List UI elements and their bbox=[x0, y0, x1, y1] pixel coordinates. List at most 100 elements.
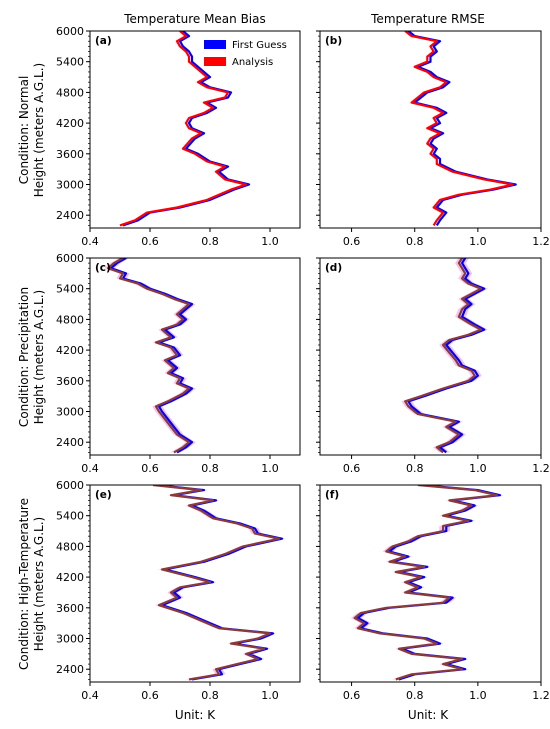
y-tick-label: 4800 bbox=[56, 313, 84, 326]
series-line-first-guess bbox=[109, 258, 194, 454]
x-tick-label: 0.8 bbox=[201, 462, 219, 475]
x-tick-label: 0.8 bbox=[406, 689, 424, 702]
x-tick-label: 1.0 bbox=[469, 689, 487, 702]
plot-area bbox=[350, 485, 504, 681]
x-tick-label: 1.2 bbox=[532, 462, 550, 475]
series-line-analysis bbox=[353, 485, 498, 681]
y-tick-label: 4800 bbox=[56, 86, 84, 99]
row-label-condition: Condition: Normal bbox=[17, 76, 31, 185]
axes-frame bbox=[89, 30, 301, 229]
y-tick-label: 4200 bbox=[56, 571, 84, 584]
series-line-first-guess bbox=[407, 258, 486, 454]
x-tick-label: 0.4 bbox=[81, 462, 99, 475]
panel-f: 0.6 0.8 1.0 1.2 (f) bbox=[316, 484, 550, 702]
legend-label-first-guess: First Guess bbox=[232, 40, 287, 51]
y-tick-label: 6000 bbox=[56, 252, 84, 265]
legend-swatch-analysis bbox=[204, 57, 226, 66]
x-tick-label: 1.0 bbox=[469, 462, 487, 475]
row-label-normal: Condition: Normal Height (meters A.G.L.) bbox=[17, 63, 46, 197]
panel-tag: (a) bbox=[95, 35, 112, 47]
row-label-precipitation: Condition: Precipitation Height (meters … bbox=[17, 287, 46, 427]
panel-b: 0.6 0.8 1.0 1.2 (b) bbox=[316, 30, 550, 248]
series-line-analysis bbox=[119, 31, 248, 227]
x-tick-label: 0.6 bbox=[141, 689, 159, 702]
plot-area bbox=[404, 31, 517, 226]
col-title-mean-bias: Temperature Mean Bias bbox=[123, 12, 266, 26]
xlabel-left: Unit: K bbox=[175, 708, 216, 722]
panel-a: 2400 3000 3600 4200 4800 5400 6000 0.4 0.6 0.8 1.0… bbox=[56, 25, 301, 248]
plot-area bbox=[119, 31, 251, 227]
series-line-analysis bbox=[152, 485, 281, 681]
panel-tag: (b) bbox=[325, 35, 342, 47]
x-tick-label: 0.6 bbox=[343, 462, 361, 475]
x-tick-label: 0.8 bbox=[406, 462, 424, 475]
axes-frame bbox=[89, 484, 301, 683]
x-tick-label: 1.0 bbox=[469, 235, 487, 248]
y-tick-label: 3600 bbox=[56, 375, 84, 388]
x-tick-label: 0.8 bbox=[406, 235, 424, 248]
panel-tag: (f) bbox=[325, 489, 339, 501]
series-line-analysis bbox=[106, 258, 191, 454]
x-tick-label: 0.6 bbox=[343, 689, 361, 702]
y-tick-label: 6000 bbox=[56, 25, 84, 38]
x-tick-label: 1.0 bbox=[261, 462, 279, 475]
y-tick-label: 4200 bbox=[56, 344, 84, 357]
y-tick-label: 5400 bbox=[56, 510, 84, 523]
panel-c: 2400 3000 3600 4200 4800 5400 6000 0.4 0.6 0.8 1.0… bbox=[56, 252, 301, 475]
y-tick-label: 2400 bbox=[56, 663, 84, 676]
series-line-first-guess bbox=[356, 485, 502, 681]
x-tick-label: 1.2 bbox=[532, 235, 550, 248]
x-tick-label: 1.0 bbox=[261, 235, 279, 248]
x-tick-label: 0.8 bbox=[201, 689, 219, 702]
x-tick-label: 0.4 bbox=[81, 235, 99, 248]
panel-d: 0.6 0.8 1.0 1.2 (d) bbox=[316, 257, 550, 475]
series-line-first-guess bbox=[407, 31, 517, 226]
panel-tag: (e) bbox=[95, 489, 112, 501]
row-label-height: Height (meters A.G.L.) bbox=[32, 290, 46, 424]
legend: First Guess Analysis bbox=[204, 40, 287, 68]
y-tick-label: 2400 bbox=[56, 209, 84, 222]
panels: 2400 3000 3600 4200 4800 5400 6000 0.4 0.6 0.8 1.0… bbox=[56, 25, 550, 702]
spread-band bbox=[350, 485, 504, 680]
col-title-rmse: Temperature RMSE bbox=[370, 12, 485, 26]
x-tick-label: 0.6 bbox=[343, 235, 361, 248]
y-tick-label: 4200 bbox=[56, 117, 84, 130]
axes-frame bbox=[319, 257, 542, 456]
y-tick-label: 3000 bbox=[56, 633, 84, 646]
plot-area bbox=[149, 485, 286, 681]
y-tick-label: 2400 bbox=[56, 436, 84, 449]
series-line-analysis bbox=[404, 31, 514, 226]
series-line-analysis bbox=[404, 258, 483, 454]
y-tick-label: 3600 bbox=[56, 148, 84, 161]
x-tick-label: 0.8 bbox=[201, 235, 219, 248]
panel-e: 2400 3000 3600 4200 4800 5400 6000 0.4 0.6 0.8 1.0… bbox=[56, 479, 301, 702]
row-label-high-temperature: Condition: High-Temperature Height (mete… bbox=[17, 498, 46, 670]
y-tick-label: 3000 bbox=[56, 179, 84, 192]
plot-area bbox=[104, 258, 196, 454]
row-label-condition: Condition: High-Temperature bbox=[17, 498, 31, 670]
x-tick-label: 0.4 bbox=[81, 689, 99, 702]
y-tick-label: 3000 bbox=[56, 406, 84, 419]
xlabel-right: Unit: K bbox=[408, 708, 449, 722]
axes-frame bbox=[89, 257, 301, 456]
y-tick-label: 4800 bbox=[56, 540, 84, 553]
x-tick-label: 1.0 bbox=[261, 689, 279, 702]
y-tick-label: 6000 bbox=[56, 479, 84, 492]
spread-band bbox=[149, 485, 286, 680]
y-tick-label: 5400 bbox=[56, 56, 84, 69]
series-line-first-guess bbox=[122, 31, 251, 227]
x-tick-label: 0.6 bbox=[141, 235, 159, 248]
row-label-height: Height (meters A.G.L.) bbox=[32, 63, 46, 197]
legend-label-analysis: Analysis bbox=[232, 57, 273, 68]
y-tick-label: 3600 bbox=[56, 602, 84, 615]
axes-frame bbox=[319, 30, 542, 229]
panel-tag: (d) bbox=[325, 262, 342, 274]
axes-frame bbox=[319, 484, 542, 683]
panel-tag: (c) bbox=[95, 262, 111, 274]
series-line-first-guess bbox=[155, 485, 284, 681]
spread-band bbox=[104, 258, 196, 453]
x-tick-label: 0.6 bbox=[141, 462, 159, 475]
plot-area bbox=[401, 258, 488, 454]
y-tick-label: 5400 bbox=[56, 283, 84, 296]
